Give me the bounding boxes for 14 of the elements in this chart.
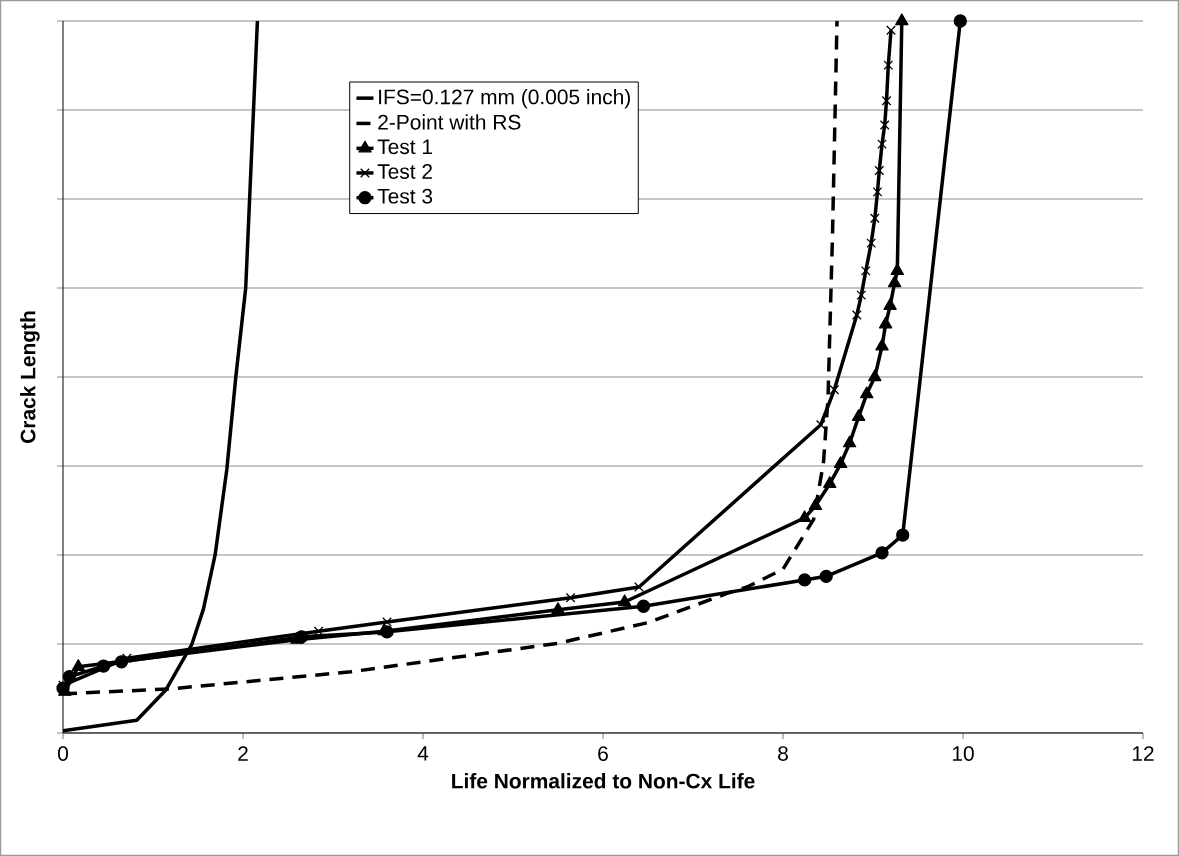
- x-tick-label: 4: [417, 746, 429, 761]
- x-tick-label: 12: [1132, 746, 1154, 761]
- legend-label: IFS=0.127 mm (0.005 inch): [379, 89, 630, 109]
- x-tick-label: 8: [778, 746, 788, 761]
- legend-label: 2-Point with RS: [378, 114, 521, 130]
- x-axis-title: Life Normalized to Non-Cx Life: [452, 773, 755, 789]
- legend-label: Test 2: [377, 164, 432, 179]
- y-axis-title: Crack Length: [20, 311, 40, 443]
- legend-label: Test 3: [377, 188, 433, 204]
- legend-label: Test 1: [377, 139, 432, 155]
- x-tick-label: 0: [58, 746, 68, 761]
- x-tick-label: 10: [952, 746, 974, 761]
- x-tick-label: 2: [238, 746, 248, 761]
- x-tick-label: 6: [598, 746, 608, 761]
